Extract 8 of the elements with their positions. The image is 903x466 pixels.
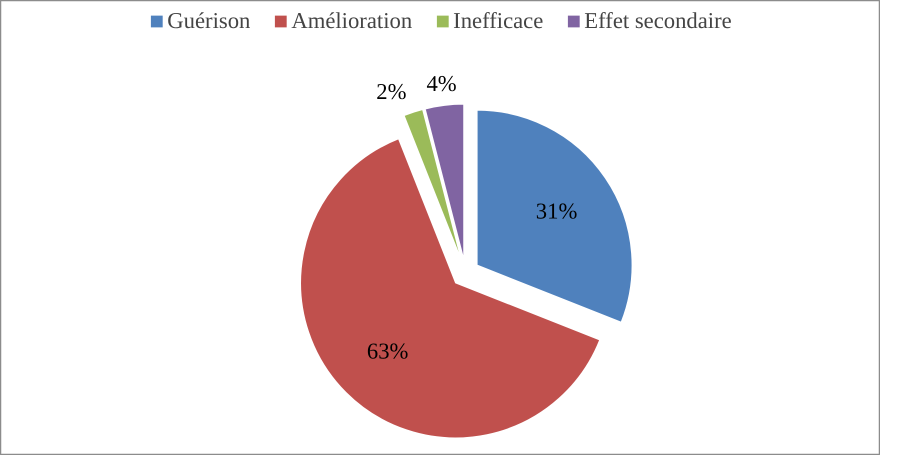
data-label: 4% — [426, 71, 457, 96]
legend-label: Effet secondaire — [584, 8, 732, 34]
legend-label: Guérison — [167, 8, 250, 34]
data-label: 63% — [366, 338, 409, 364]
data-label: 31% — [536, 198, 578, 224]
legend-label: Inefficace — [453, 8, 544, 34]
legend-label: Amélioration — [291, 8, 412, 34]
data-label: 2% — [376, 78, 407, 104]
